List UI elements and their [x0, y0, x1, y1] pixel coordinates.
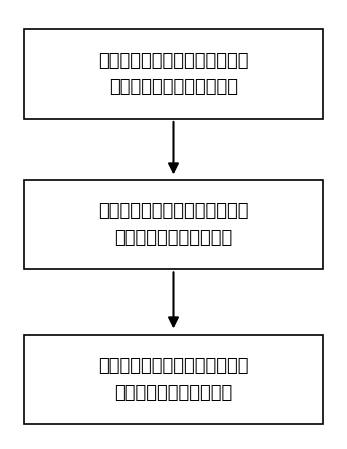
Text: 步骤二：核电机组的励磁系统模
型分析，确定待优化参数: 步骤二：核电机组的励磁系统模 型分析，确定待优化参数: [98, 202, 249, 247]
FancyBboxPatch shape: [24, 335, 323, 424]
Text: 步骤三：励磁系统响应性能仿真
及现场实际机组试验验证: 步骤三：励磁系统响应性能仿真 及现场实际机组试验验证: [98, 357, 249, 401]
Text: 步骤一：分析仿真电网模态图，
选取待优化参数的核电机组: 步骤一：分析仿真电网模态图， 选取待优化参数的核电机组: [98, 52, 249, 96]
FancyBboxPatch shape: [24, 29, 323, 119]
FancyBboxPatch shape: [24, 180, 323, 269]
